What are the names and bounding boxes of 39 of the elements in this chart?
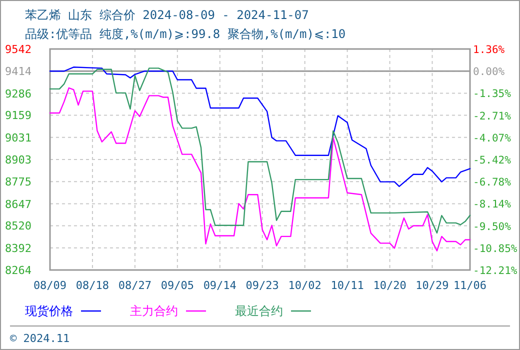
y-tick-label: 8647 xyxy=(5,198,32,211)
x-tick-label: 08/27 xyxy=(118,279,152,292)
y2-tick-label: -5.42% xyxy=(473,154,512,166)
legend-label: 主力合约 xyxy=(130,304,178,318)
x-tick-label: 08/18 xyxy=(76,279,110,292)
y-tick-label: 9159 xyxy=(5,109,32,122)
x-tick-label: 10/20 xyxy=(373,279,406,292)
x-tick-label: 11/06 xyxy=(453,279,487,292)
y2-tick-label: -9.50% xyxy=(473,220,512,233)
y-tick-label: 8264 xyxy=(5,264,32,277)
chart-title: 苯乙烯 山东 综合价 2024-08-09 - 2024-11-07 xyxy=(25,8,309,22)
x-tick-label: 08/09 xyxy=(33,279,67,292)
y-tick-label: 9286 xyxy=(5,87,32,100)
y-tick-label: 8520 xyxy=(5,220,32,233)
y2-tick-label: -6.78% xyxy=(473,176,512,189)
y-tick-label: 9031 xyxy=(5,131,32,144)
legend-label: 现货价格 xyxy=(25,304,73,318)
y-tick-label: 8392 xyxy=(5,242,32,255)
legend-label: 最近合约 xyxy=(235,304,283,318)
y-tick-label: 9542 xyxy=(5,43,32,56)
x-tick-label: 09/05 xyxy=(160,279,194,292)
y2-tick-label: -4.07% xyxy=(473,132,512,144)
chart-subtitle: 品级:优等品 纯度,%(m/m)⩾:99.8 聚合物,%(m/m)⩽:10 xyxy=(25,27,346,41)
y-tick-label: 8903 xyxy=(5,154,32,166)
y2-tick-label: -8.14% xyxy=(473,198,512,211)
x-tick-label: 10/02 xyxy=(288,279,322,292)
x-tick-label: 09/14 xyxy=(203,279,237,292)
x-tick-label: 10/11 xyxy=(330,279,364,292)
y2-tick-label: -12.21% xyxy=(473,265,518,277)
y2-tick-label: -1.35% xyxy=(473,88,512,100)
y2-tick-label: -10.85% xyxy=(473,242,518,255)
x-tick-label: 09/23 xyxy=(246,279,279,292)
y2-tick-label: 0.00% xyxy=(473,66,506,78)
text: © 2024.11 xyxy=(10,332,70,345)
y2-tick-label: -2.71% xyxy=(473,110,512,122)
y-tick-label: 8775 xyxy=(5,176,32,189)
y2-tick-label: 1.36% xyxy=(473,44,506,56)
x-tick-label: 10/29 xyxy=(416,279,449,292)
y-tick-label: 9414 xyxy=(5,65,32,78)
